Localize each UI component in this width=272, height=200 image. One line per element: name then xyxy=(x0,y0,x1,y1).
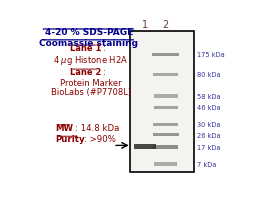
Text: :: : xyxy=(103,44,105,53)
Text: 46 kDa: 46 kDa xyxy=(197,105,221,111)
Text: 58 kDa: 58 kDa xyxy=(197,93,221,99)
Text: 1: 1 xyxy=(142,20,148,30)
Text: 26 kDa: 26 kDa xyxy=(197,132,221,138)
Text: Lane 2: Lane 2 xyxy=(70,68,101,77)
Text: 2: 2 xyxy=(163,20,169,30)
Text: 17 kDa: 17 kDa xyxy=(197,144,221,150)
Text: MW: MW xyxy=(55,123,73,132)
Text: : >90%: : >90% xyxy=(84,135,115,144)
Bar xyxy=(152,53,180,57)
Bar xyxy=(153,146,178,149)
Bar xyxy=(153,95,178,98)
Bar xyxy=(154,163,177,166)
Bar xyxy=(153,106,178,110)
Text: 4-20 % SDS-PAGE: 4-20 % SDS-PAGE xyxy=(45,28,133,37)
Bar xyxy=(134,144,156,149)
Text: Protein Marker: Protein Marker xyxy=(60,78,122,87)
Bar xyxy=(130,32,194,172)
Text: 80 kDa: 80 kDa xyxy=(197,72,221,78)
Bar xyxy=(153,133,179,137)
Text: 7 kDa: 7 kDa xyxy=(197,161,217,167)
Bar xyxy=(153,123,178,127)
Text: Purity: Purity xyxy=(55,135,85,144)
Text: : 14.8 kDa: : 14.8 kDa xyxy=(75,123,120,132)
Text: BioLabs (#P7708L): BioLabs (#P7708L) xyxy=(51,88,131,97)
Text: Coomassie staining: Coomassie staining xyxy=(39,39,138,48)
Text: 30 kDa: 30 kDa xyxy=(197,122,221,128)
Text: 175 kDa: 175 kDa xyxy=(197,52,225,58)
Text: Lane 1: Lane 1 xyxy=(70,44,101,53)
Text: :: : xyxy=(103,68,105,77)
Bar xyxy=(153,73,178,77)
Text: 4 $\mu$g Histone H2A: 4 $\mu$g Histone H2A xyxy=(53,54,128,67)
